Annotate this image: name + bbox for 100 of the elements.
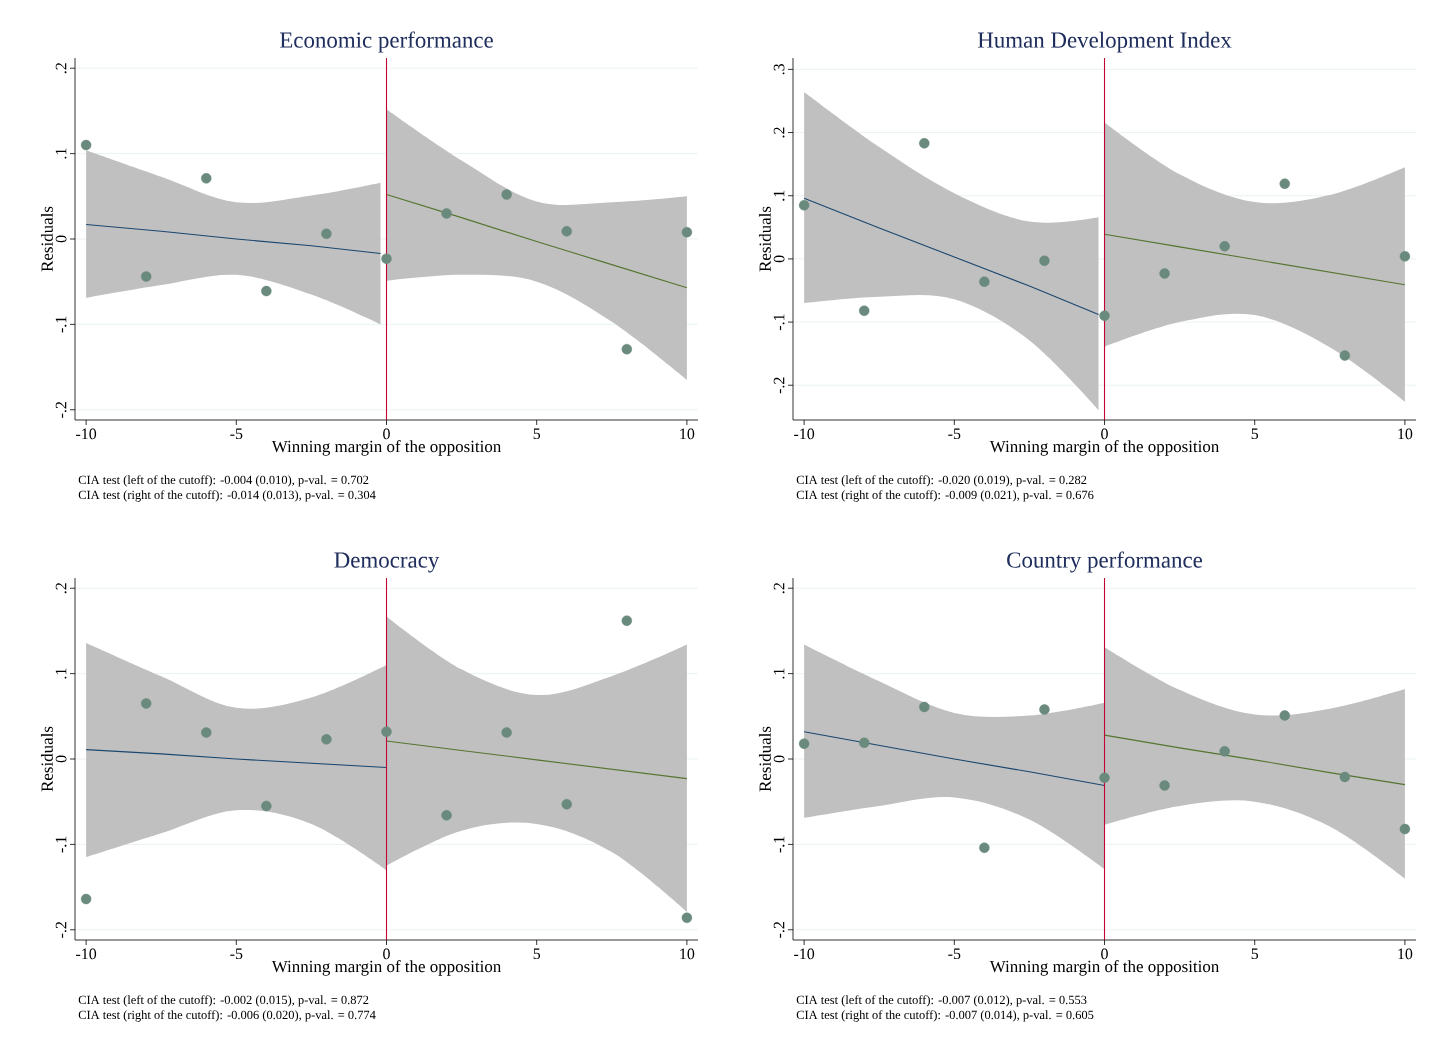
text: CIA test (left of the cutoff): -0.007 (0.012), p-val. = 0.553 [796, 995, 1087, 1007]
x-tick-label: 5 [1251, 948, 1259, 960]
point [381, 726, 392, 737]
point [919, 701, 930, 713]
x-tick-label: 10 [680, 948, 695, 960]
point [919, 138, 930, 149]
x-tick-label: -5 [230, 428, 243, 440]
x-tick-label: -10 [794, 428, 815, 440]
text: CIA test (right of the cutoff): -0.009 (0.021), p-val. = 0.676 [796, 490, 1094, 502]
y-axis-title: Residuals [758, 206, 771, 272]
y-tick-label: 0 [55, 755, 67, 763]
chart-title: Country performance [1007, 551, 1203, 573]
x-tick-label: -5 [230, 948, 243, 960]
y-tick-label: 0 [773, 255, 785, 263]
y-tick-label: -.1 [773, 836, 785, 853]
x-tick-label: 10 [680, 428, 695, 440]
y-axis-title: Residuals [758, 726, 771, 792]
point [441, 208, 452, 219]
point [501, 189, 512, 200]
point [1219, 241, 1230, 252]
point [681, 912, 693, 923]
y-tick-label: .1 [55, 148, 67, 159]
point [381, 253, 392, 264]
x-tick-label: -5 [948, 428, 961, 440]
y-tick-label: .3 [773, 64, 785, 75]
x-tick-label: 0 [1101, 428, 1108, 440]
x-tick-label: 5 [533, 428, 541, 440]
text: CIA test (left of the cutoff): -0.002 (0.015), p-val. = 0.872 [78, 995, 369, 1007]
point [261, 800, 272, 812]
y-tick-label: 0 [55, 235, 67, 243]
text: CIA test (left of the cutoff): -0.020 (0.019), p-val. = 0.282 [796, 475, 1087, 487]
text: CIA test (right of the cutoff): -0.014 (0.013), p-val. = 0.304 [78, 490, 376, 502]
text: CIA test (right of the cutoff): -0.006 (0.020), p-val. = 0.774 [78, 1010, 376, 1022]
point [798, 738, 810, 749]
x-axis-title: Winning margin of the opposition [271, 440, 502, 456]
y-tick-label: .2 [773, 583, 785, 594]
y-tick-label: .1 [773, 190, 785, 201]
point [681, 226, 693, 238]
y-tick-label: -.2 [773, 922, 785, 938]
x-tick-label: 0 [1101, 948, 1108, 960]
point [501, 727, 512, 738]
y-tick-label: -.2 [55, 401, 67, 418]
point [80, 893, 92, 905]
x-tick-label: 0 [383, 428, 390, 440]
y-tick-label: .1 [773, 668, 785, 679]
point [1399, 251, 1411, 262]
point [1159, 268, 1170, 279]
x-tick-label: -10 [794, 948, 815, 960]
x-axis-title: Winning margin of the opposition [989, 960, 1220, 976]
text: CIA test (left of the cutoff): -0.004 (0.010), p-val. = 0.702 [78, 475, 369, 487]
x-tick-label: 0 [383, 948, 390, 960]
y-tick-label: -.1 [773, 314, 785, 331]
chart-title: Democracy [334, 552, 440, 573]
y-tick-label: .2 [55, 583, 67, 594]
point [201, 173, 212, 184]
y-tick-label: .1 [55, 668, 67, 679]
point [859, 737, 870, 748]
chart-title: Human Development Index [977, 31, 1232, 53]
point [1399, 823, 1411, 835]
point [561, 799, 572, 810]
point [859, 305, 870, 316]
y-tick-label: -.1 [55, 316, 67, 333]
point [1099, 310, 1110, 321]
point [80, 139, 92, 151]
point [979, 842, 990, 853]
x-tick-label: 5 [533, 948, 541, 960]
point [140, 698, 152, 709]
point [621, 615, 633, 626]
line-series [385, 194, 688, 289]
point [979, 276, 990, 287]
x-tick-label: -10 [76, 428, 97, 440]
point [1339, 350, 1351, 361]
y-axis-title: Residuals [40, 206, 53, 272]
point [1039, 704, 1050, 715]
point [321, 734, 332, 745]
chart-title: Economic performance [279, 31, 493, 53]
x-tick-label: -10 [76, 948, 97, 960]
x-axis-title: Winning margin of the opposition [271, 960, 502, 976]
x-tick-label: 10 [1398, 428, 1413, 440]
y-tick-label: .2 [55, 63, 67, 74]
point [1159, 780, 1170, 791]
x-tick-label: -5 [948, 948, 961, 960]
point [1279, 710, 1290, 721]
point [1279, 178, 1290, 189]
x-axis-title: Winning margin of the opposition [989, 440, 1220, 456]
y-tick-label: -.2 [773, 377, 785, 394]
point [561, 226, 572, 237]
y-tick-label: .2 [773, 127, 785, 138]
point [621, 343, 633, 355]
point [261, 285, 272, 297]
point [1339, 771, 1351, 783]
point [201, 727, 212, 738]
point [321, 228, 332, 240]
point [1099, 772, 1110, 783]
point [441, 810, 452, 821]
line-series [1103, 734, 1406, 786]
y-tick-label: -.1 [55, 836, 67, 853]
point [140, 271, 152, 282]
point [1219, 746, 1230, 757]
x-tick-label: 10 [1398, 948, 1413, 960]
